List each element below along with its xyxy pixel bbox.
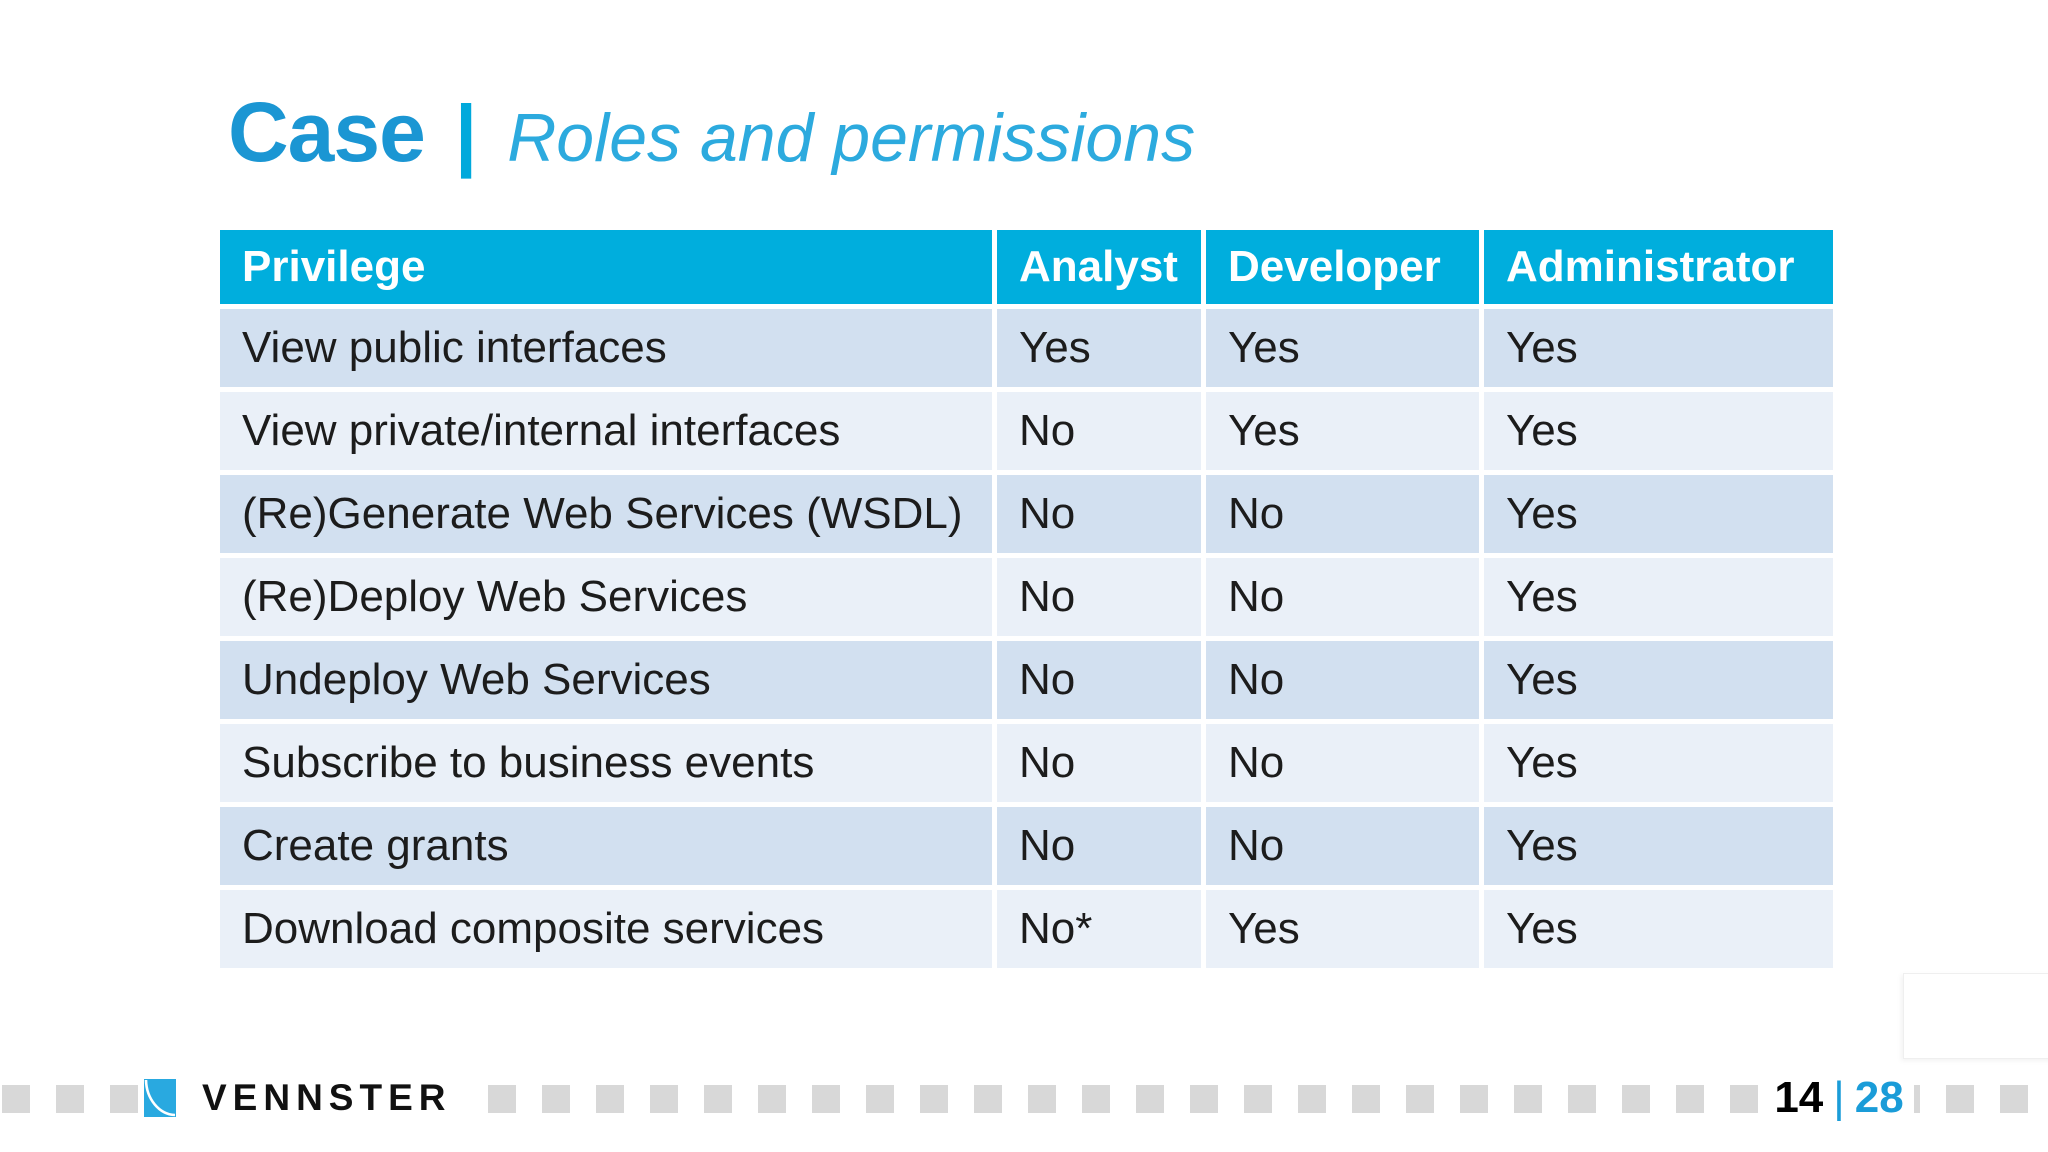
permissions-table: Privilege Analyst Developer Administrato… [220,230,1833,968]
analyst-value-cell: No [997,392,1201,470]
column-header-analyst: Analyst [997,230,1201,304]
administrator-value-cell: Yes [1484,309,1833,387]
analyst-value-cell: No [997,641,1201,719]
developer-value-cell: No [1206,475,1479,553]
analyst-value-cell: No [997,558,1201,636]
privilege-cell: Undeploy Web Services [220,641,992,719]
developer-value-cell: No [1206,807,1479,885]
developer-value-cell: No [1206,558,1479,636]
column-header-developer: Developer [1206,230,1479,304]
developer-value-cell: Yes [1206,392,1479,470]
title-primary: Case [228,85,426,179]
column-header-privilege: Privilege [220,230,992,304]
brand-name: VENNSTER [202,1077,452,1118]
developer-value-cell: Yes [1206,309,1479,387]
analyst-value-cell: Yes [997,309,1201,387]
slide-title: Case | Roles and permissions [228,84,1195,181]
administrator-value-cell: Yes [1484,641,1833,719]
page-separator: | [1833,1073,1845,1122]
corner-placeholder [1903,973,2048,1059]
analyst-value-cell: No [997,724,1201,802]
administrator-value-cell: Yes [1484,558,1833,636]
administrator-value-cell: Yes [1484,392,1833,470]
privilege-cell: View public interfaces [220,309,992,387]
column-header-administrator: Administrator [1484,230,1833,304]
title-separator: | [454,89,478,178]
analyst-value-cell: No [997,475,1201,553]
title-subtitle: Roles and permissions [507,100,1196,176]
analyst-value-cell: No* [997,890,1201,968]
administrator-value-cell: Yes [1484,807,1833,885]
analyst-value-cell: No [997,807,1201,885]
page-current: 14 [1774,1073,1824,1122]
administrator-value-cell: Yes [1484,475,1833,553]
privilege-cell: View private/internal interfaces [220,392,992,470]
vennster-logo-icon [144,1079,176,1117]
page-indicator: 14 | 28 [1764,1070,1914,1126]
developer-value-cell: No [1206,641,1479,719]
privilege-cell: Create grants [220,807,992,885]
privilege-cell: Download composite services [220,890,992,968]
developer-value-cell: Yes [1206,890,1479,968]
brand-footer: VENNSTER [144,1070,464,1126]
privilege-cell: Subscribe to business events [220,724,992,802]
administrator-value-cell: Yes [1484,724,1833,802]
privilege-cell: (Re)Generate Web Services (WSDL) [220,475,992,553]
developer-value-cell: No [1206,724,1479,802]
privilege-cell: (Re)Deploy Web Services [220,558,992,636]
page-total: 28 [1854,1073,1904,1122]
administrator-value-cell: Yes [1484,890,1833,968]
